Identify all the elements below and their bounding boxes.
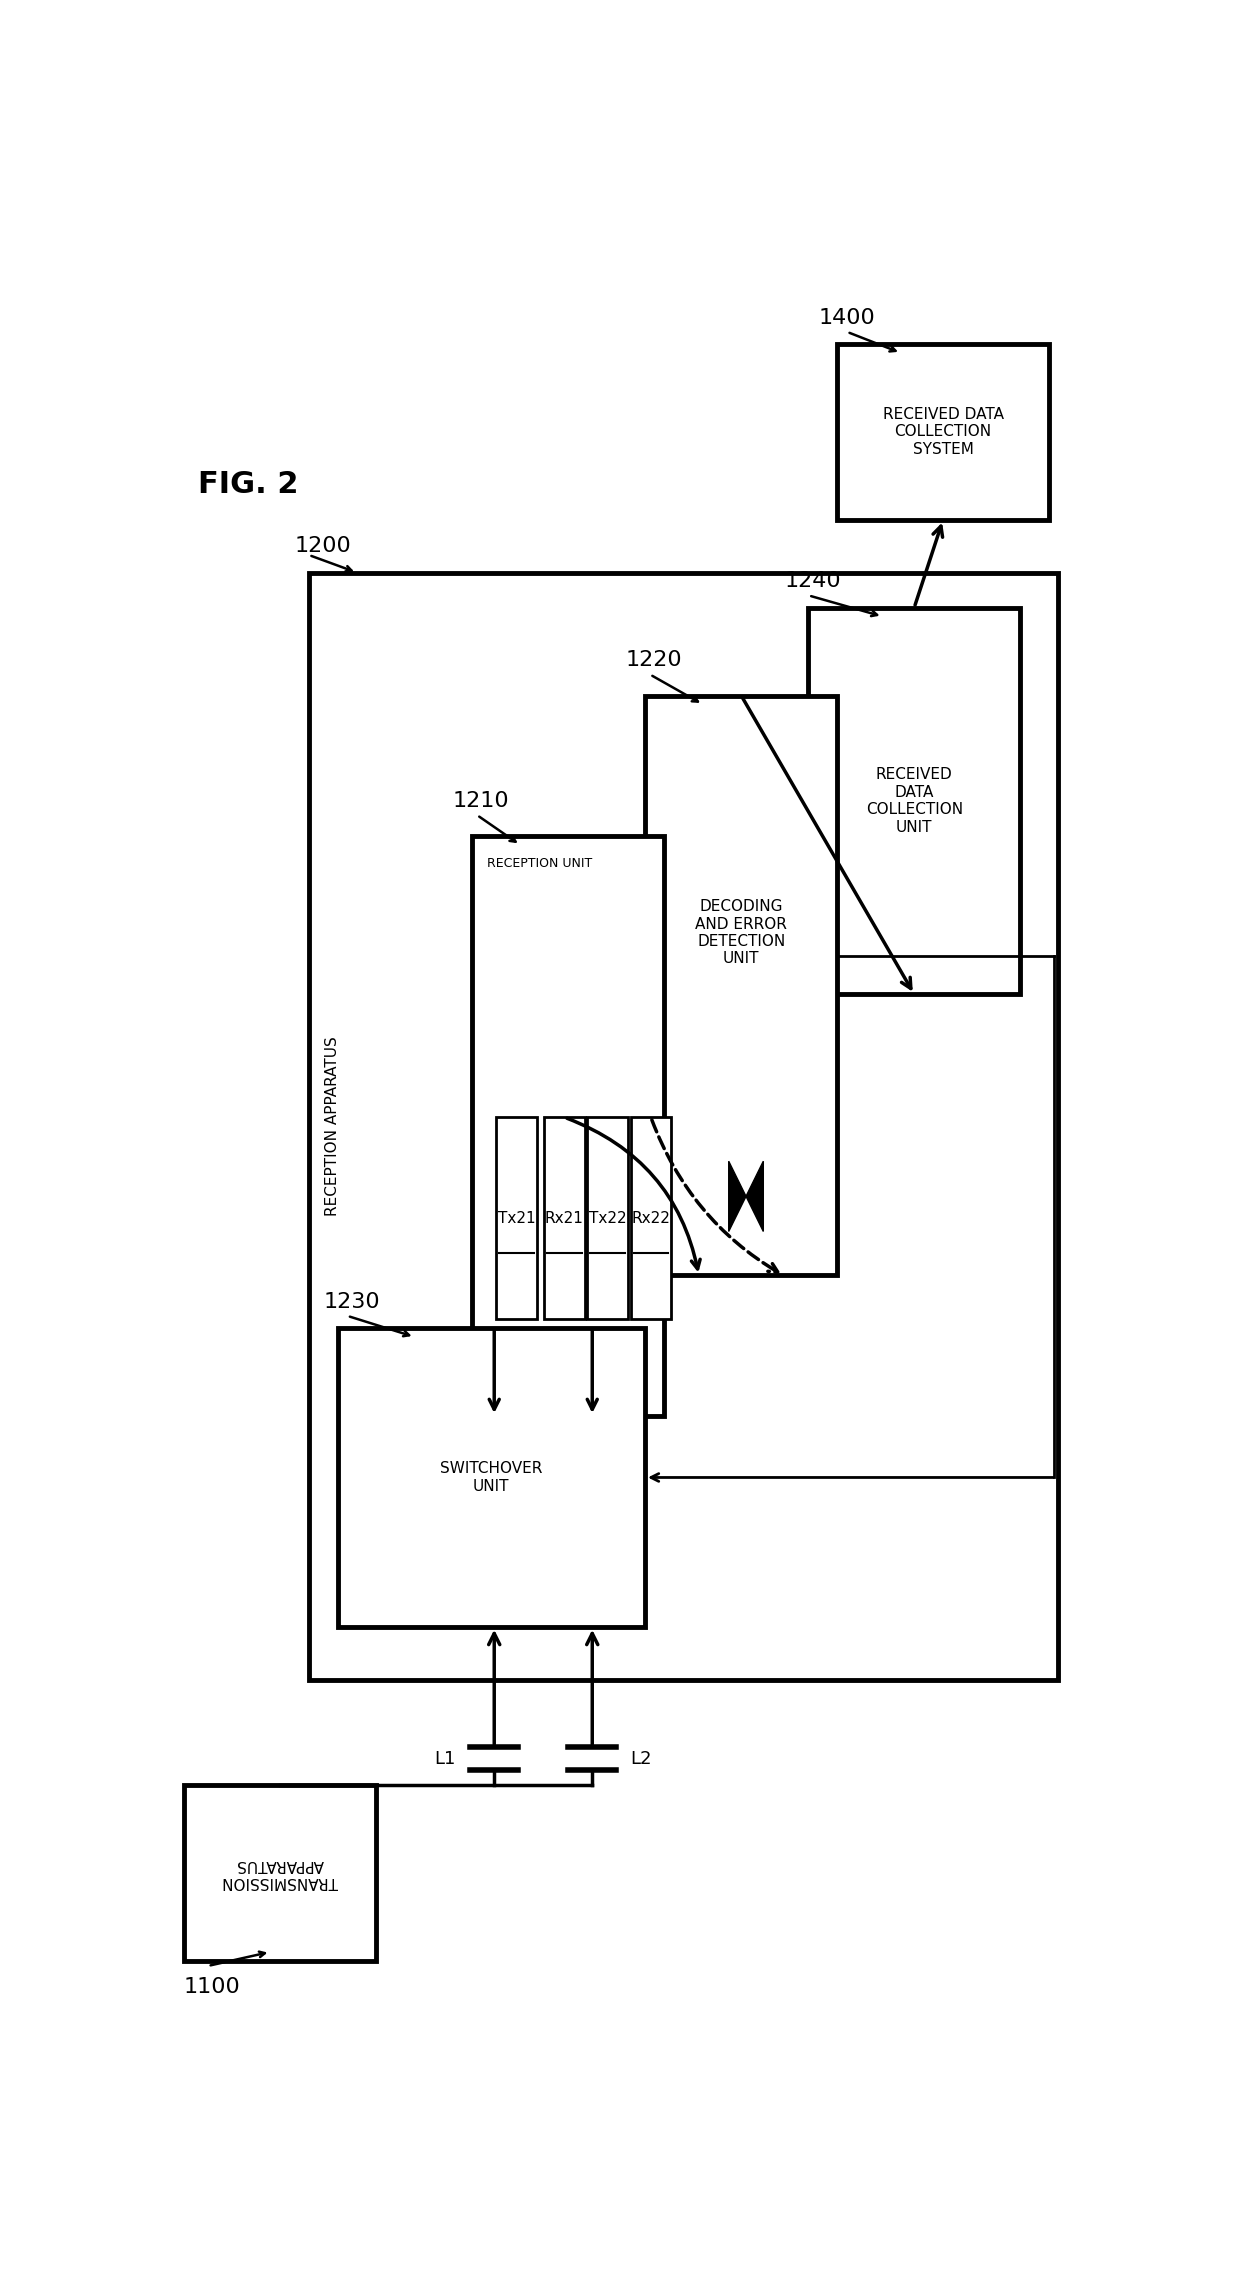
FancyArrowPatch shape xyxy=(915,527,942,605)
Text: L1: L1 xyxy=(434,1750,456,1769)
Text: Rx22: Rx22 xyxy=(631,1212,671,1225)
Bar xyxy=(337,1328,645,1627)
Bar xyxy=(544,1118,584,1319)
Text: 1400: 1400 xyxy=(818,308,875,329)
Text: 1200: 1200 xyxy=(294,536,351,557)
Text: 1100: 1100 xyxy=(184,1976,241,1997)
Text: DECODING
AND ERROR
DETECTION
UNIT: DECODING AND ERROR DETECTION UNIT xyxy=(696,899,787,965)
Text: 1220: 1220 xyxy=(626,650,682,671)
FancyArrowPatch shape xyxy=(489,1634,500,1743)
Text: Tx22: Tx22 xyxy=(589,1212,626,1225)
Text: 1230: 1230 xyxy=(324,1292,379,1312)
Bar xyxy=(837,345,1049,520)
Text: RECEPTION UNIT: RECEPTION UNIT xyxy=(486,858,591,869)
Text: Rx21: Rx21 xyxy=(544,1212,584,1225)
FancyArrowPatch shape xyxy=(588,1330,598,1410)
Bar xyxy=(309,573,1059,1680)
Text: TRANSMISSION
APPARATUS: TRANSMISSION APPARATUS xyxy=(222,1858,337,1889)
Text: 1210: 1210 xyxy=(453,792,510,810)
Bar xyxy=(184,1785,376,1960)
Text: RECEIVED
DATA
COLLECTION
UNIT: RECEIVED DATA COLLECTION UNIT xyxy=(866,767,962,835)
Polygon shape xyxy=(729,1162,746,1232)
FancyArrowPatch shape xyxy=(743,698,911,988)
Text: 1240: 1240 xyxy=(785,570,841,591)
Bar xyxy=(472,835,665,1415)
Text: FIG. 2: FIG. 2 xyxy=(198,470,299,500)
Polygon shape xyxy=(746,1162,764,1232)
Text: L2: L2 xyxy=(631,1750,652,1769)
Bar xyxy=(808,607,1019,995)
FancyArrowPatch shape xyxy=(567,1118,701,1269)
Bar xyxy=(645,696,837,1276)
Bar xyxy=(588,1118,627,1319)
Text: RECEIVED DATA
COLLECTION
SYSTEM: RECEIVED DATA COLLECTION SYSTEM xyxy=(883,406,1003,456)
FancyArrowPatch shape xyxy=(490,1330,500,1410)
Text: SWITCHOVER
UNIT: SWITCHOVER UNIT xyxy=(440,1460,543,1495)
Text: RECEPTION APPARATUS: RECEPTION APPARATUS xyxy=(325,1036,340,1216)
FancyArrowPatch shape xyxy=(652,1120,777,1271)
Text: Tx21: Tx21 xyxy=(497,1212,536,1225)
Bar xyxy=(631,1118,671,1319)
FancyArrowPatch shape xyxy=(587,1634,598,1743)
Bar xyxy=(496,1118,537,1319)
